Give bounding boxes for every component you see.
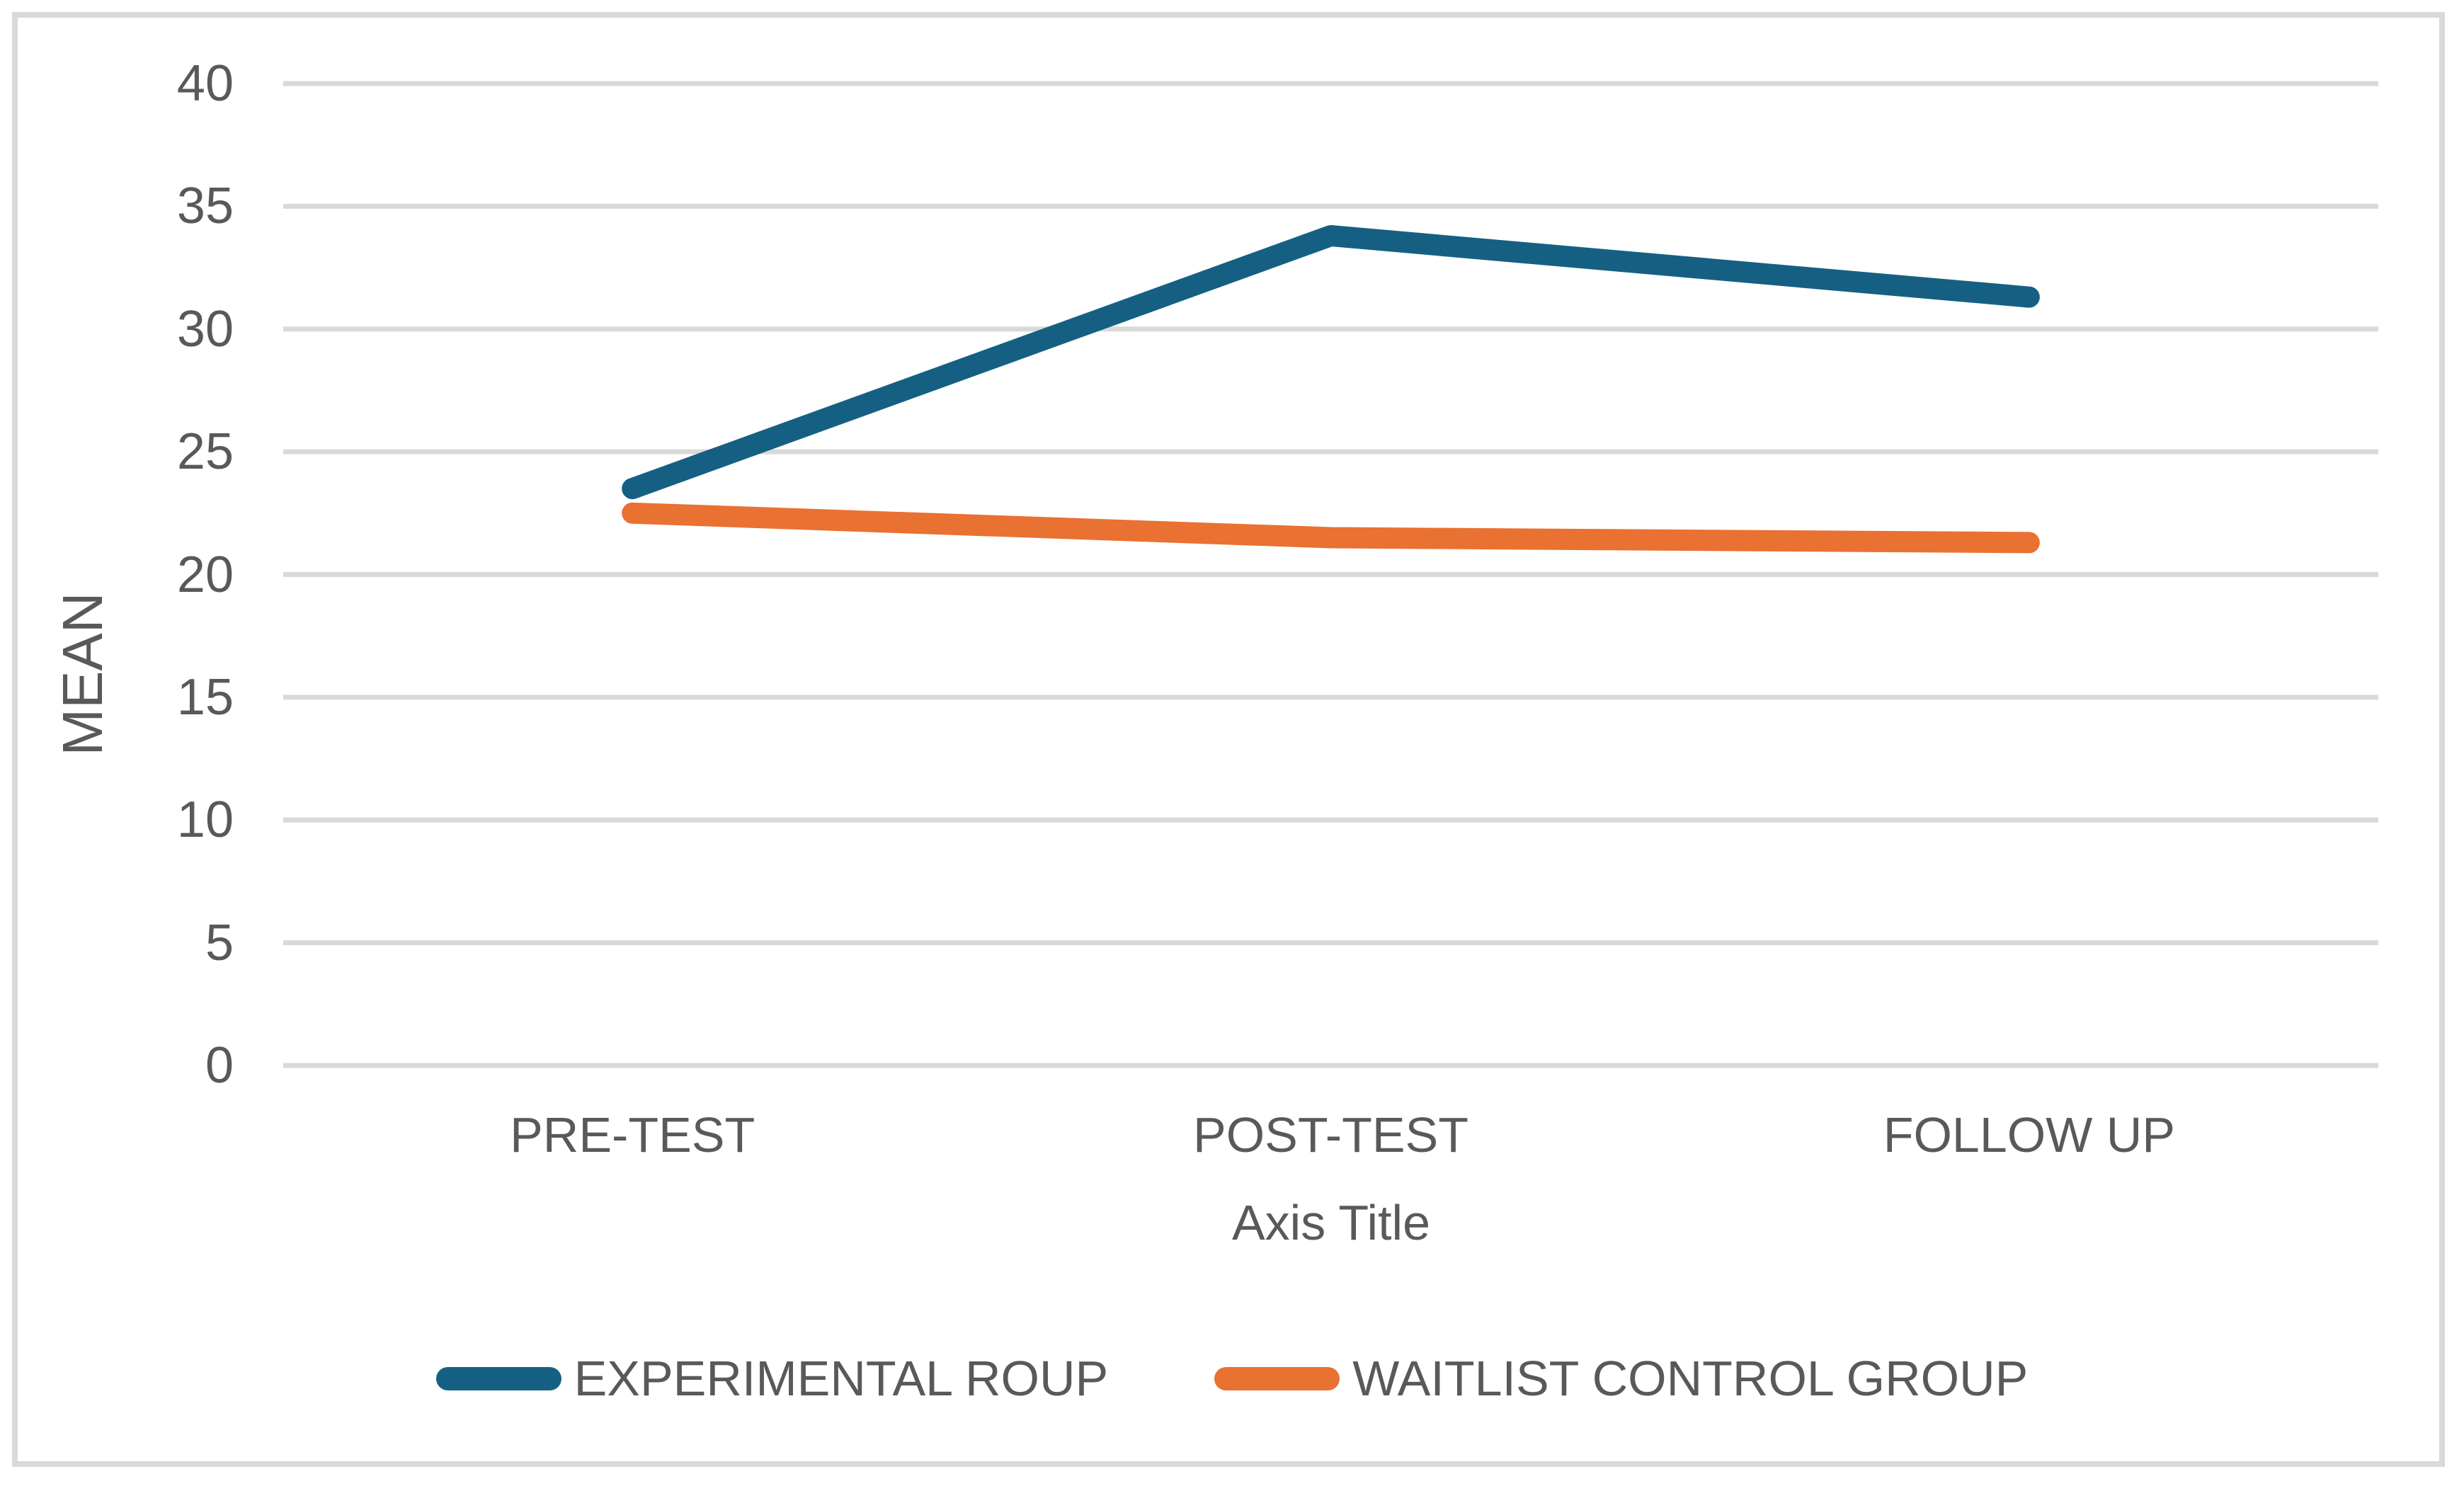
- y-tick-label: 20: [176, 546, 234, 603]
- y-tick-label: 5: [205, 914, 234, 971]
- legend-label: EXPERIMENTAL ROUP: [574, 1351, 1109, 1406]
- y-tick-label: 15: [176, 668, 234, 726]
- series-line-waitlist-control-group[interactable]: [622, 502, 2040, 554]
- y-tick-label: 25: [176, 423, 234, 481]
- legend-label: WAITLIST CONTROL GROUP: [1352, 1351, 2029, 1406]
- y-tick-label: 35: [176, 178, 234, 235]
- chart-border: [12, 12, 2445, 1467]
- y-tick-label: 30: [176, 300, 234, 358]
- y-tick-label: 0: [205, 1037, 234, 1094]
- legend-key-icon: [435, 1366, 561, 1390]
- y-axis-title: MEAN: [51, 592, 114, 756]
- legend-key-icon: [1214, 1366, 1340, 1390]
- x-tick-label: POST-TEST: [1193, 1107, 1468, 1162]
- x-tick-label: PRE-TEST: [510, 1107, 755, 1162]
- x-axis-title: Axis Title: [1231, 1195, 1431, 1250]
- x-tick-label: FOLLOW UP: [1883, 1107, 2175, 1162]
- legend-item-waitlist-control-group[interactable]: WAITLIST CONTROL GROUP: [1214, 1351, 2028, 1406]
- y-tick-label: 40: [176, 55, 234, 112]
- legend-item-experimental-roup[interactable]: EXPERIMENTAL ROUP: [435, 1351, 1109, 1406]
- legend: EXPERIMENTAL ROUP WAITLIST CONTROL GROUP: [0, 1351, 2464, 1406]
- series-line-experimental-roup[interactable]: [622, 224, 2040, 500]
- y-tick-label: 10: [176, 791, 234, 849]
